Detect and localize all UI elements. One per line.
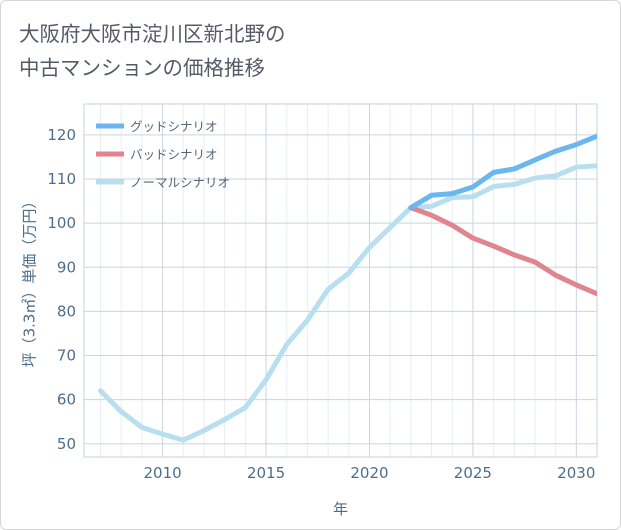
chart-title-line-1: 大阪府大阪市淀川区新北野の xyxy=(19,22,286,46)
y-tick-label: 120 xyxy=(47,126,76,144)
series-line-1 xyxy=(408,133,597,211)
chart-title: 大阪府大阪市淀川区新北野の 中古マンションの価格推移 xyxy=(19,17,286,85)
plot-area-border xyxy=(83,103,598,458)
series-line-2 xyxy=(408,205,597,297)
tick-labels: 50 60 70 80 90 100 110 120 2010 2015 2020 2025 2030 xyxy=(47,126,595,482)
y-tick-label: 80 xyxy=(57,302,76,320)
legend-label: バッドシナリオ xyxy=(130,147,218,162)
y-tick-label: 100 xyxy=(47,214,76,232)
x-tick-label: 2020 xyxy=(350,464,388,482)
x-tick-label: 2015 xyxy=(247,464,285,482)
series-line-3 xyxy=(98,163,597,443)
legend-label: グッドシナリオ xyxy=(130,119,218,134)
x-tick-label: 2010 xyxy=(144,464,182,482)
y-tick-label: 50 xyxy=(57,435,76,453)
y-axis-title: 坪（3.3㎡）単価（万円） xyxy=(21,194,39,368)
y-tick-label: 60 xyxy=(57,391,76,409)
y-tick-label: 110 xyxy=(47,170,76,188)
legend-label: ノーマルシナリオ xyxy=(130,175,230,190)
y-tick-label: 90 xyxy=(57,258,76,276)
x-tick-label: 2030 xyxy=(557,464,595,482)
series-lines xyxy=(98,133,597,443)
chart-title-line-2: 中古マンションの価格推移 xyxy=(19,56,265,80)
x-axis-title: 年 xyxy=(333,500,348,518)
y-tick-label: 70 xyxy=(57,347,76,365)
x-tick-label: 2025 xyxy=(454,464,492,482)
grid xyxy=(84,104,598,457)
